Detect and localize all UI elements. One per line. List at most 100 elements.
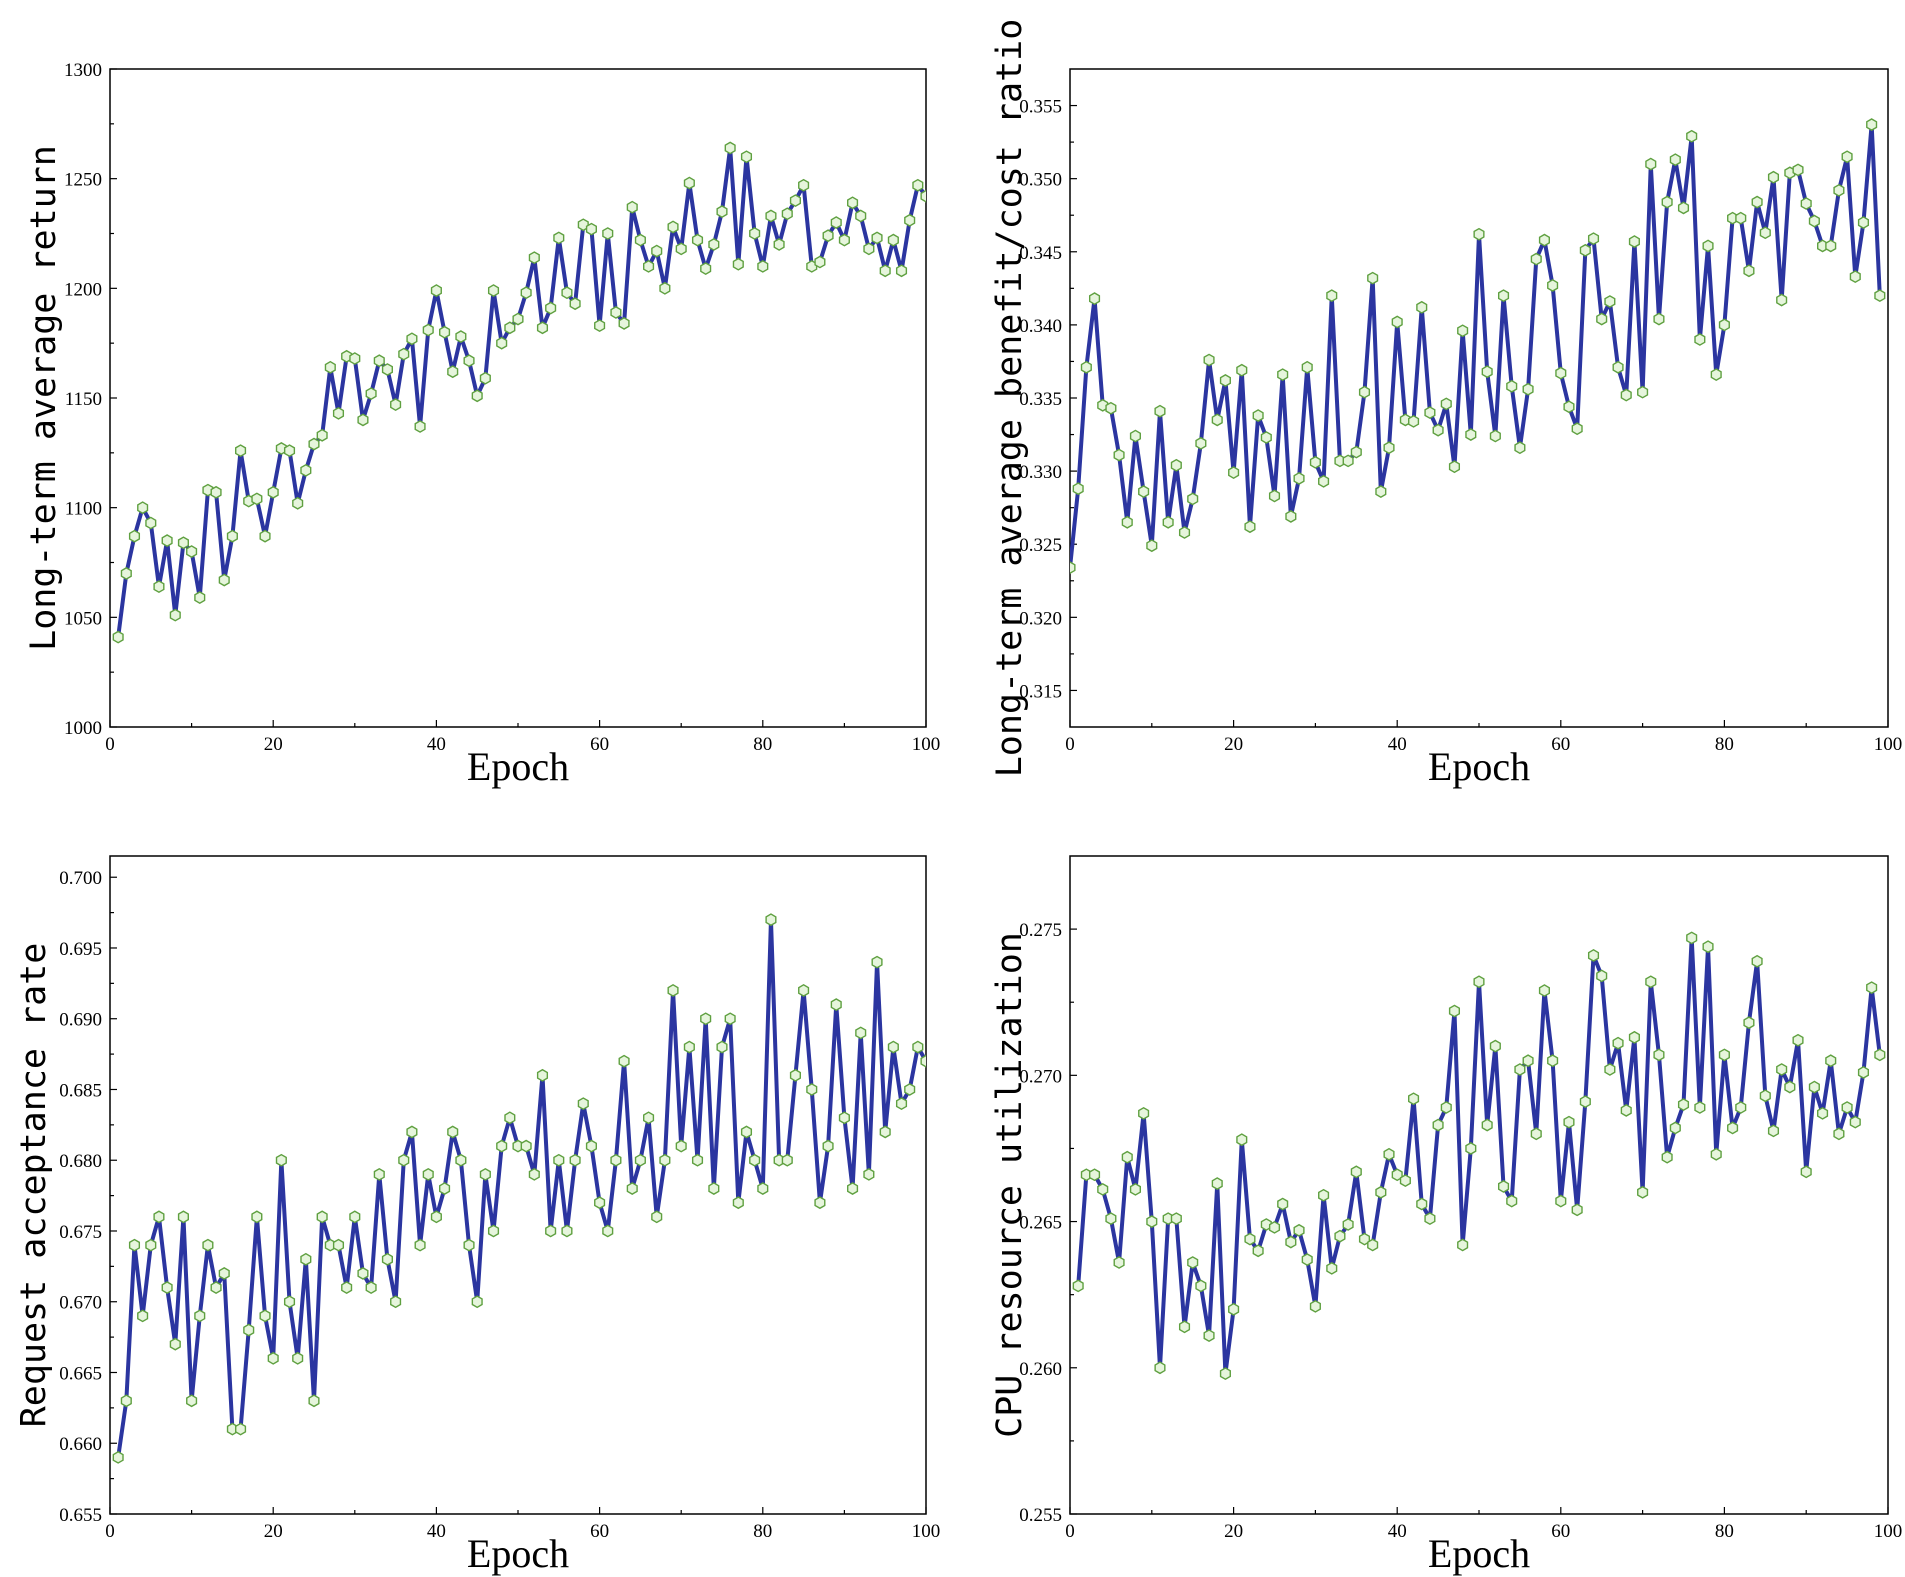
data-point	[1334, 1229, 1346, 1243]
data-point	[218, 1267, 230, 1280]
data-point	[536, 321, 549, 335]
data-point	[651, 244, 663, 258]
data-point	[1318, 474, 1330, 488]
data-point	[1767, 1124, 1780, 1138]
y-tick-label: 0.315	[1019, 681, 1062, 702]
data-point	[610, 1153, 622, 1167]
chart-cpu-utilization: 0 20 40 60 80 100 0.255 0.260 0.265 0.270 0.275 Epo…	[990, 855, 1902, 1576]
data-point	[1236, 1133, 1248, 1147]
data-point	[479, 371, 491, 385]
data-point	[1080, 360, 1092, 374]
data-point	[1097, 1182, 1109, 1196]
data-point	[732, 257, 744, 271]
data-point	[1457, 1238, 1469, 1252]
data-point	[1318, 1188, 1330, 1202]
data-point	[1383, 1147, 1395, 1161]
data-point	[275, 1153, 287, 1167]
data-point	[1874, 1048, 1886, 1062]
data-point	[1432, 423, 1444, 437]
data-point	[1473, 227, 1485, 241]
data-point	[112, 630, 124, 644]
data-point	[341, 349, 353, 363]
y-tick-label: 0.350	[1019, 170, 1062, 191]
data-point	[177, 1210, 189, 1224]
data-point	[1203, 1329, 1215, 1343]
data-point	[1808, 214, 1820, 228]
data-point	[895, 264, 908, 278]
data-point	[1547, 279, 1559, 292]
data-point	[618, 1054, 630, 1068]
y-tick-label: 0.325	[1019, 535, 1062, 556]
data-point	[194, 591, 206, 604]
data-point	[1702, 239, 1714, 253]
data-point	[1604, 1063, 1616, 1076]
data-point	[814, 1196, 826, 1210]
data-point	[1391, 315, 1403, 329]
data-point	[455, 330, 467, 343]
y-tick-label: 0.685	[59, 1080, 102, 1101]
data-point	[740, 150, 753, 164]
plot-frame	[1069, 855, 1889, 1515]
data-point	[161, 534, 173, 547]
data-point	[1620, 388, 1632, 402]
x-tick-label: 20	[1224, 1521, 1243, 1542]
data-point	[1530, 1127, 1542, 1141]
y-tick-label: 0.675	[59, 1222, 102, 1243]
data-point	[904, 1083, 916, 1096]
x-tick-label: 20	[264, 1521, 283, 1542]
x-tick-label: 0	[1065, 1521, 1075, 1542]
data-point	[585, 1139, 597, 1153]
data-point	[186, 545, 198, 558]
data-point	[1751, 954, 1763, 968]
x-tick-label: 100	[912, 734, 941, 755]
data-point	[1358, 1232, 1371, 1246]
y-tick-label: 1150	[65, 389, 102, 410]
data-point	[708, 1182, 720, 1195]
data-point	[406, 1125, 418, 1139]
data-point	[1187, 492, 1199, 506]
data-point	[1522, 1054, 1534, 1068]
data-point	[275, 442, 287, 455]
data-point	[528, 251, 540, 265]
data-point	[1228, 466, 1240, 479]
y-tick-label: 0.275	[1019, 920, 1062, 941]
data-point	[308, 437, 320, 451]
data-point	[341, 1281, 353, 1294]
data-point	[1555, 366, 1567, 380]
data-point	[1383, 441, 1395, 455]
data-point	[430, 1210, 442, 1224]
chart-benefit-cost-ratio: 0 20 40 60 80 100 0.315 0.320 0.325 0.330 0.335 0.3…	[990, 19, 1902, 789]
data-point	[1260, 431, 1272, 444]
data-point	[781, 1153, 793, 1167]
data-point	[1187, 1256, 1199, 1269]
data-point	[1563, 1115, 1575, 1129]
data-point	[1113, 1256, 1125, 1269]
data-point	[1252, 409, 1264, 422]
data-point	[1097, 398, 1109, 412]
data-point	[1154, 404, 1166, 418]
data-point	[381, 363, 393, 376]
data-point	[798, 984, 810, 997]
data-point	[1759, 1089, 1771, 1103]
data-point	[830, 998, 842, 1011]
data-point	[349, 1210, 361, 1224]
data-point	[594, 1196, 606, 1210]
y-tick-label: 0.655	[59, 1505, 102, 1526]
data-point	[1178, 1320, 1191, 1334]
data-point	[1432, 1118, 1444, 1132]
data-point	[1088, 292, 1101, 305]
data-point	[1571, 1203, 1583, 1217]
data-point	[1211, 1177, 1223, 1190]
data-point	[1767, 170, 1780, 184]
data-point	[235, 444, 247, 458]
y-tick-label: 1200	[64, 279, 102, 300]
data-point	[806, 1083, 818, 1096]
data-point	[1219, 1367, 1231, 1381]
chart-acceptance-rate: 0 20 40 60 80 100 0.655 0.660 0.665 0.670 0.675 0.6…	[14, 855, 940, 1576]
data-point	[545, 301, 557, 315]
data-point	[390, 1295, 402, 1309]
data-point	[1874, 289, 1886, 303]
y-tick-label: 0.700	[59, 868, 102, 889]
data-point	[1825, 1054, 1837, 1068]
data-point	[471, 1295, 483, 1309]
